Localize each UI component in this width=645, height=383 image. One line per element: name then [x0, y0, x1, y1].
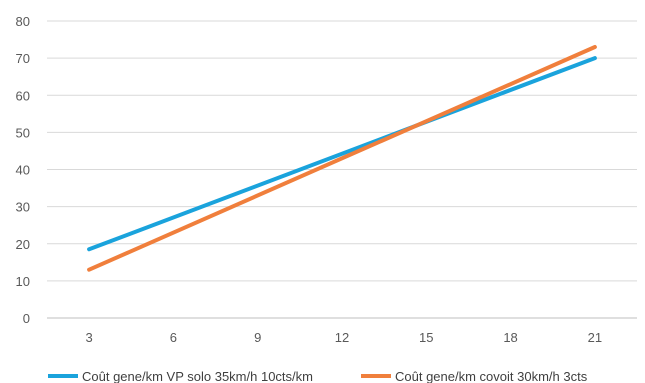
x-tick-label: 21 — [588, 330, 602, 345]
x-axis-ticks: 3 6 9 12 15 18 21 — [86, 330, 603, 345]
y-tick-label: 70 — [16, 51, 30, 66]
y-tick-label: 10 — [16, 274, 30, 289]
y-tick-label: 50 — [16, 125, 30, 140]
x-tick-label: 3 — [86, 330, 93, 345]
series-line-0 — [87, 56, 597, 252]
y-axis-ticks: 0 10 20 30 40 50 60 70 80 — [16, 14, 30, 326]
series-line-1 — [87, 45, 597, 272]
x-tick-label: 9 — [254, 330, 261, 345]
y-tick-label: 20 — [16, 237, 30, 252]
y-tick-label: 60 — [16, 88, 30, 103]
y-tick-label: 40 — [16, 163, 30, 178]
x-tick-label: 15 — [419, 330, 433, 345]
y-tick-label: 0 — [23, 311, 30, 326]
legend: Coût gene/km VP solo 35km/h 10cts/km Coû… — [48, 369, 588, 383]
y-tick-label: 80 — [16, 14, 30, 29]
legend-label-covoit: Coût gene/km covoit 30km/h 3cts — [395, 369, 588, 383]
x-tick-label: 18 — [503, 330, 517, 345]
series-lines — [87, 45, 597, 272]
x-tick-label: 6 — [170, 330, 177, 345]
legend-label-vp-solo: Coût gene/km VP solo 35km/h 10cts/km — [82, 369, 313, 383]
x-tick-label: 12 — [335, 330, 349, 345]
y-tick-label: 30 — [16, 200, 30, 215]
